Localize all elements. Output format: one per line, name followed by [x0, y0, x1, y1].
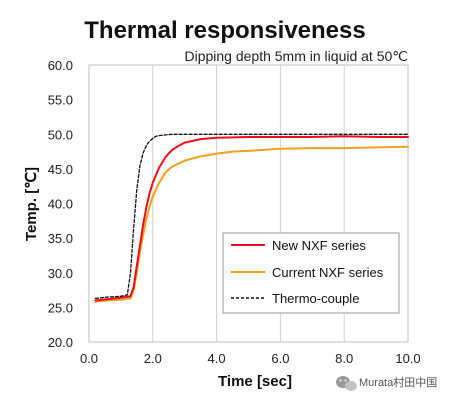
series-line-new-nxf — [94, 135, 409, 302]
watermark: Murata村田中国 — [336, 375, 437, 391]
series-layer — [94, 133, 409, 303]
wechat-icon — [336, 376, 357, 391]
x-tick-label: 10.0 — [395, 351, 420, 366]
y-tick-label: 55.0 — [48, 93, 73, 108]
y-tick-label: 50.0 — [48, 127, 73, 142]
y-axis-label: Temp. [℃] — [23, 167, 40, 241]
series-line-current-nxf — [94, 145, 409, 303]
x-tick-label: 2.0 — [144, 351, 162, 366]
x-tick-label: 4.0 — [208, 351, 226, 366]
legend-label-thermo-couple: Thermo-couple — [272, 291, 359, 306]
watermark-text: Murata村田中国 — [359, 375, 437, 389]
x-axis-ticks: 0.0 2.0 4.0 6.0 8.0 10.0 — [80, 351, 421, 366]
y-tick-label: 25.0 — [48, 300, 73, 315]
chart-subtitle: Dipping depth 5mm in liquid at 50℃ — [184, 48, 408, 64]
x-axis-label: Time [sec] — [218, 373, 292, 390]
x-tick-label: 6.0 — [271, 351, 289, 366]
y-tick-label: 35.0 — [48, 231, 73, 246]
x-tick-label: 8.0 — [335, 351, 353, 366]
y-tick-label: 20.0 — [48, 335, 73, 350]
y-tick-label: 45.0 — [48, 162, 73, 177]
legend-label-current-nxf: Current NXF series — [272, 265, 384, 280]
series-line-thermo-couple — [94, 133, 409, 300]
y-tick-label: 30.0 — [48, 266, 73, 281]
legend-label-new-nxf: New NXF series — [272, 238, 366, 253]
y-axis-ticks: 20.0 25.0 30.0 35.0 40.0 45.0 50.0 55.0 60.0 — [48, 58, 73, 350]
legend: New NXF series Current NXF series Thermo… — [222, 232, 400, 314]
y-tick-label: 40.0 — [48, 197, 73, 212]
x-tick-label: 0.0 — [80, 351, 98, 366]
y-tick-label: 60.0 — [48, 58, 73, 73]
chart-title: Thermal responsiveness — [84, 17, 365, 44]
